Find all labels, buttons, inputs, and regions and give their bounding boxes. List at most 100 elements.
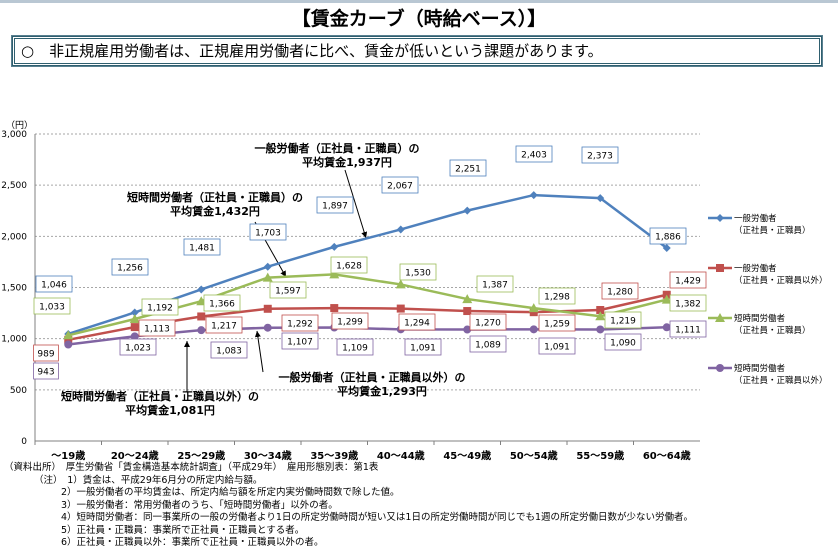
data-label-box: [203, 294, 241, 312]
note-5: 5）正社員・正職員：事業所で正社員・正職員とする者。: [61, 524, 305, 536]
annotation-text: 平均賃金1,432円: [170, 204, 260, 218]
data-label: 1,090: [610, 339, 636, 349]
data-point: [463, 206, 472, 215]
data-point: [263, 262, 272, 271]
x-tick-label: 55～59歳: [576, 449, 624, 462]
legend-label: （正社員・正職員以外）: [734, 375, 828, 386]
x-tick-label: 30～34歳: [244, 449, 292, 462]
data-label-box: [205, 316, 243, 334]
note-6: 6）正社員・正職員以外：事業所で正社員・正職員以外の者。: [61, 537, 324, 548]
data-point: [528, 303, 539, 313]
data-point: [716, 214, 724, 222]
data-label: 1,703: [255, 229, 281, 239]
data-point: [130, 323, 139, 332]
x-tick-label: 50～54歳: [510, 449, 558, 462]
data-label-box: [538, 314, 576, 332]
data-label: 1,217: [211, 322, 237, 332]
data-label-box: [111, 258, 149, 276]
data-label-box: [601, 282, 639, 300]
data-point: [463, 307, 472, 316]
y-tick-label: 1,500: [1, 284, 27, 294]
data-label: 1,429: [675, 277, 701, 287]
data-point: [716, 264, 724, 272]
data-label: 1,083: [216, 347, 242, 357]
data-label: 1,481: [189, 244, 215, 254]
data-label: 1,292: [287, 320, 313, 330]
data-label: 1,219: [610, 317, 636, 327]
page-title: 【賃金カーブ（時給ベース）】: [291, 8, 547, 30]
y-axis-unit: （円）: [6, 120, 33, 131]
data-point: [129, 314, 140, 324]
annotation-text: 平均賃金1,081円: [125, 403, 215, 417]
y-tick-label: 0: [21, 437, 27, 447]
data-label-box: [669, 320, 707, 338]
data-label: 1,886: [655, 233, 681, 243]
annotation-text: 短時間労働者（正社員・正職員）の: [127, 190, 303, 204]
source-note: （資料出所） 厚生労働省「賃金構造基本統計調査」（平成29年） 雇用形態別表：第…: [4, 462, 379, 473]
data-label-box: [476, 275, 514, 293]
data-point: [396, 304, 405, 313]
data-label-box: [381, 176, 419, 194]
data-label-box: [669, 271, 707, 289]
data-label-box: [669, 294, 707, 312]
data-label-box: [649, 227, 687, 245]
data-label: 1,298: [544, 293, 570, 303]
data-point: [715, 313, 725, 322]
data-point: [330, 304, 339, 313]
data-label-box: [33, 344, 59, 362]
data-point: [64, 335, 73, 344]
x-tick-label: 60～64歳: [643, 449, 691, 462]
annotation-arrow: [254, 330, 264, 373]
data-label: 1,091: [544, 343, 570, 353]
data-point: [263, 323, 272, 332]
data-label: 1,192: [147, 304, 173, 314]
data-label-box: [138, 319, 176, 337]
y-tick-label: 2,000: [1, 232, 27, 242]
y-tick-label: 500: [10, 386, 27, 396]
y-tick-label: 2,500: [1, 181, 27, 191]
wage-curve-chart: （円） 0 500 1,000 1,500 2,000 2,500 3,000 ～19歳 20…: [1, 120, 828, 462]
x-tick-label: 35～39歳: [310, 449, 358, 462]
data-label: 2,403: [521, 151, 547, 161]
data-label-box: [249, 223, 287, 241]
data-label-box: [469, 313, 507, 331]
data-label: 1,256: [117, 264, 143, 274]
data-point: [463, 325, 472, 334]
data-label-box: [141, 298, 179, 316]
data-point: [716, 364, 724, 372]
top-border: [0, 0, 838, 3]
data-label-box: [604, 311, 642, 329]
data-point: [596, 306, 605, 315]
data-point: [661, 294, 672, 304]
data-label: 1,299: [337, 318, 363, 328]
data-label: 1,270: [475, 319, 501, 329]
data-label-box: [281, 332, 319, 350]
data-point: [662, 243, 671, 252]
data-label-box: [469, 335, 507, 353]
annotation-text: 短時間労働者（正社員・正職員以外）の: [61, 389, 259, 403]
data-label: 1,113: [144, 325, 170, 335]
data-label: 1,294: [404, 319, 430, 329]
data-label: 1,023: [125, 344, 151, 354]
data-point: [197, 312, 206, 321]
data-label-box: [398, 313, 436, 331]
note-3: 3）一般労働者：常用労働者のうち、「短時間労働者」以外の者。: [61, 499, 338, 511]
notes: （資料出所） 厚生労働省「賃金構造基本統計調査」（平成29年） 雇用形態別表：第…: [0, 462, 693, 550]
data-label: 1,628: [336, 262, 362, 272]
data-label-box: [404, 338, 442, 356]
legend-label: （正社員・正職員）: [734, 325, 811, 336]
data-point: [396, 225, 405, 234]
data-label: 1,033: [39, 303, 65, 313]
data-label-box: [316, 196, 354, 214]
note-1: （注） 1）賃金は、平成29年6月分の所定内給与額。: [34, 474, 263, 486]
data-label: 943: [37, 368, 54, 378]
data-point: [197, 326, 206, 335]
data-label: 1,259: [544, 320, 570, 330]
y-tick-label: 3,000: [1, 130, 27, 140]
data-label: 989: [37, 350, 54, 360]
annotation-text: 平均賃金1,293円: [337, 384, 427, 398]
data-point: [596, 325, 605, 334]
x-tick-label: 25～29歳: [177, 449, 225, 462]
y-tick-label: 1,000: [1, 335, 27, 345]
data-point: [595, 311, 606, 321]
